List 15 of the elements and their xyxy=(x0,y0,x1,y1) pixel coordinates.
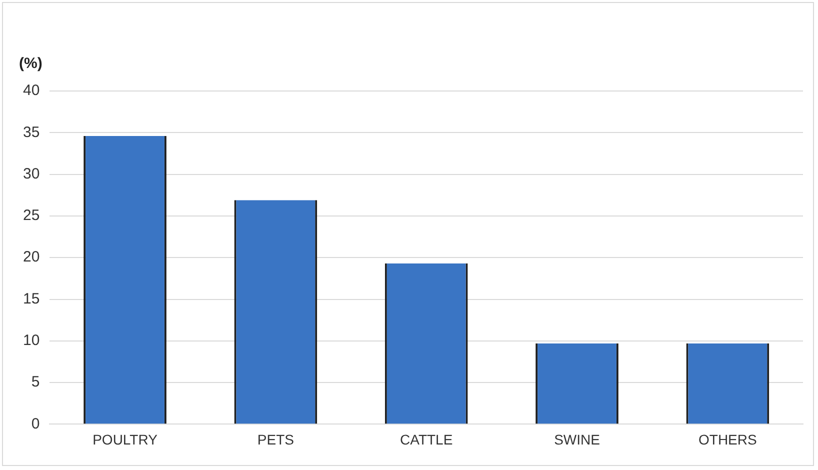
x-tick-label: CATTLE xyxy=(400,431,453,448)
y-tick-label: 25 xyxy=(22,207,40,224)
y-tick-label: 35 xyxy=(22,124,40,141)
y-tick-label: 5 xyxy=(31,374,40,391)
x-tick-label: SWINE xyxy=(554,431,600,448)
y-tick-label: 30 xyxy=(22,165,40,182)
x-tick-label: POULTRY xyxy=(92,431,158,448)
x-tick-label: PETS xyxy=(257,431,294,448)
y-tick-label: 40 xyxy=(22,82,40,100)
y-tick-label: 0 xyxy=(31,415,40,432)
x-tick-label: OTHERS xyxy=(698,431,757,448)
y-tick-label: 15 xyxy=(22,290,40,308)
y-tick-label: 10 xyxy=(22,332,40,350)
y-axis-title: (%) xyxy=(19,55,42,72)
y-tick-label: 20 xyxy=(22,248,40,266)
